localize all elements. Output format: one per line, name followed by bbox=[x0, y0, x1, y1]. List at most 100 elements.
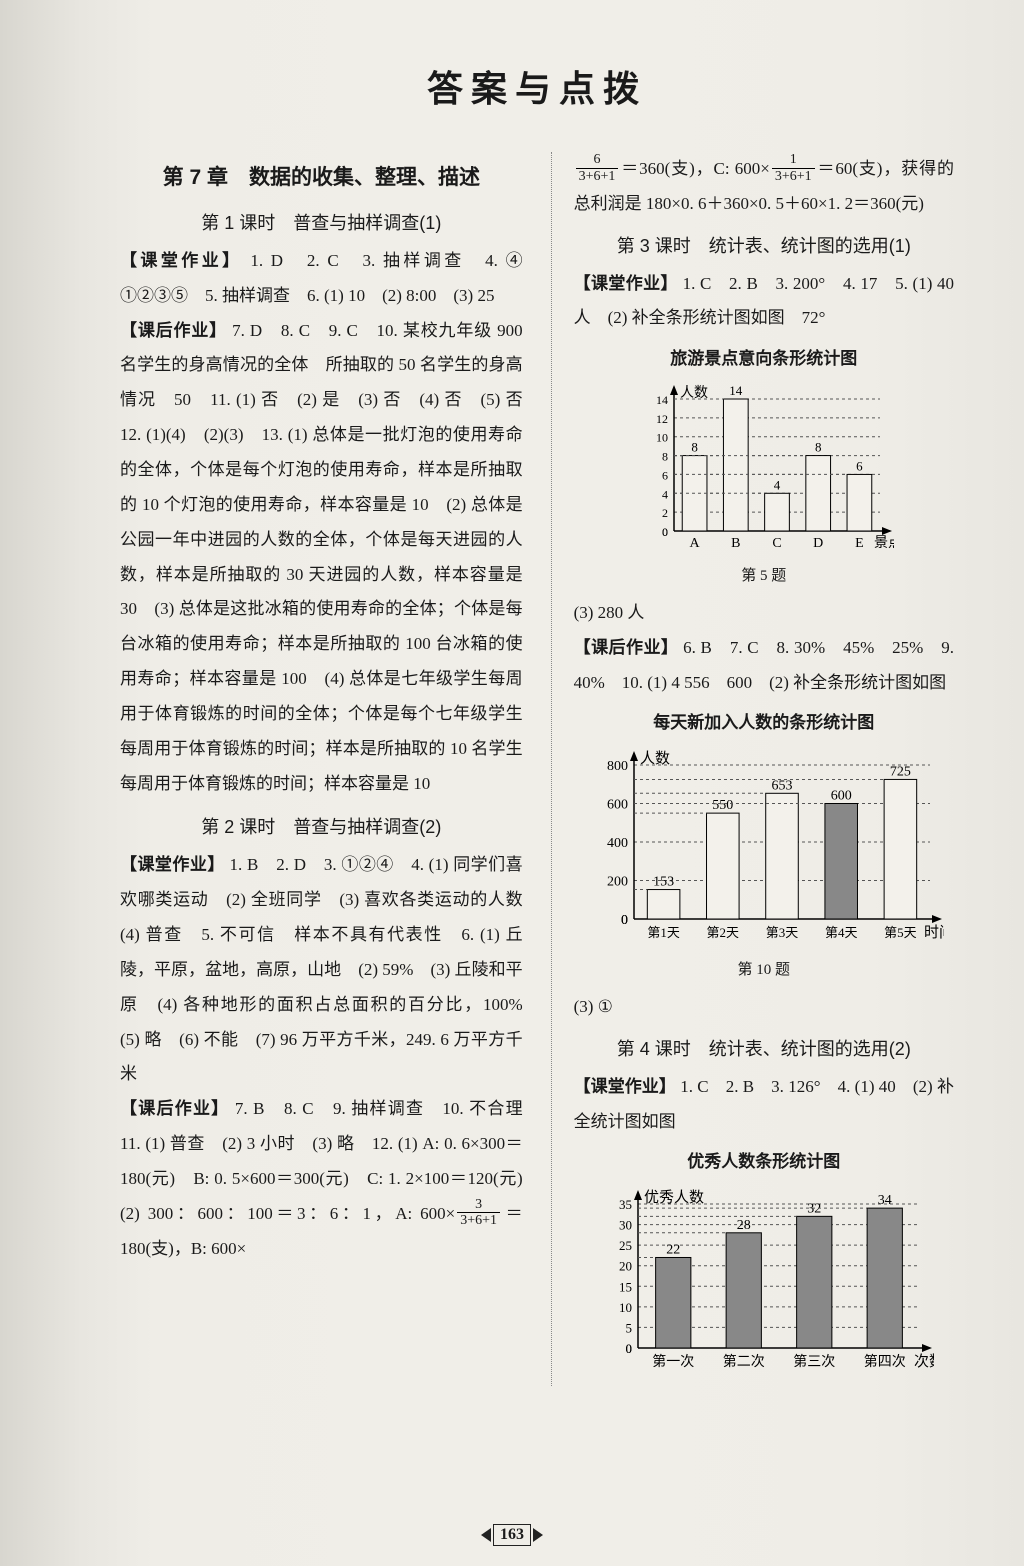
svg-text:时间: 时间 bbox=[924, 924, 944, 941]
lesson4-classwork: 【课堂作业】 1. C 2. B 3. 126° 4. (1) 40 (2) 补… bbox=[574, 1070, 954, 1140]
fraction-3: 13+6+1 bbox=[772, 152, 815, 184]
lesson3-title: 第 3 课时 统计表、统计图的选用(1) bbox=[574, 228, 954, 265]
svg-text:0: 0 bbox=[662, 525, 668, 539]
svg-text:第1天: 第1天 bbox=[647, 925, 680, 940]
page-number-badge: 163 bbox=[481, 1524, 543, 1546]
svg-text:2: 2 bbox=[662, 506, 668, 520]
chart-2: 每天新加入人数的条形统计图 0 200 400 600 800 人数时间 153 第1天 550… bbox=[574, 706, 954, 986]
svg-text:C: C bbox=[772, 536, 781, 551]
svg-text:6: 6 bbox=[856, 459, 863, 474]
svg-text:153: 153 bbox=[653, 875, 674, 890]
svg-text:10: 10 bbox=[656, 431, 668, 445]
svg-text:第四次: 第四次 bbox=[864, 1353, 906, 1370]
label-classwork-2: 【课堂作业】 bbox=[120, 855, 225, 874]
svg-text:第一次: 第一次 bbox=[652, 1353, 694, 1370]
chart-1: 旅游景点意向条形统计图 02468101214人数景点8A14B4C8D6E0 … bbox=[574, 342, 954, 592]
lesson2-classwork-text: 1. B 2. D 3. ①②④ 4. (1) 同学们喜欢哪类运动 (2) 全班… bbox=[120, 855, 540, 1083]
svg-text:725: 725 bbox=[890, 765, 911, 780]
svg-text:20: 20 bbox=[619, 1259, 632, 1274]
chart-3-title: 优秀人数条形统计图 bbox=[574, 1145, 954, 1180]
svg-text:第2天: 第2天 bbox=[706, 925, 739, 940]
svg-text:14: 14 bbox=[729, 383, 743, 398]
svg-text:第5天: 第5天 bbox=[884, 925, 917, 940]
svg-text:A: A bbox=[689, 536, 700, 551]
svg-text:6: 6 bbox=[662, 469, 668, 483]
lesson2-classwork: 【课堂作业】 1. B 2. D 3. ①②④ 4. (1) 同学们喜欢哪类运动… bbox=[120, 848, 523, 1092]
svg-text:5: 5 bbox=[625, 1321, 632, 1336]
svg-text:B: B bbox=[731, 536, 740, 551]
svg-text:E: E bbox=[855, 536, 864, 551]
svg-text:14: 14 bbox=[656, 393, 668, 407]
lesson2-title: 第 2 课时 普查与抽样调查(2) bbox=[120, 809, 523, 846]
svg-text:8: 8 bbox=[815, 440, 822, 455]
svg-text:12: 12 bbox=[656, 412, 668, 426]
chapter-title: 第 7 章 数据的收集、整理、描述 bbox=[120, 156, 523, 199]
svg-text:550: 550 bbox=[712, 798, 733, 813]
fraction-2: 63+6+1 bbox=[576, 152, 619, 184]
lesson1-classwork: 【课堂作业】 1. D 2. C 3. 抽样调查 4. ④ ①②③⑤ 5. 抽样… bbox=[120, 244, 523, 314]
page-number: 163 bbox=[0, 1524, 1024, 1546]
label-homework: 【课后作业】 bbox=[120, 321, 227, 340]
chart-1-caption: 第 5 题 bbox=[574, 561, 954, 592]
chart-2-caption: 第 10 题 bbox=[574, 955, 954, 986]
chart-3: 优秀人数条形统计图 0 5 10 15 20 25 30 35 优秀人数次数 22 第一次 28 第二次… bbox=[574, 1145, 954, 1382]
main-title: 答案与点拨 bbox=[120, 60, 954, 112]
lesson3-classwork: 【课堂作业】 1. C 2. B 3. 200° 4. 17 5. (1) 40… bbox=[574, 267, 954, 337]
chart-2-svg: 0 200 400 600 800 人数时间 153 第1天 550 第2天 653 第3天 600 第4… bbox=[584, 743, 944, 953]
label-classwork-4: 【课堂作业】 bbox=[574, 1077, 676, 1096]
svg-text:4: 4 bbox=[774, 477, 781, 492]
svg-text:30: 30 bbox=[619, 1218, 632, 1233]
svg-text:第二次: 第二次 bbox=[723, 1353, 765, 1370]
svg-text:第3天: 第3天 bbox=[766, 925, 799, 940]
svg-text:35: 35 bbox=[619, 1197, 632, 1212]
label-homework-3: 【课后作业】 bbox=[574, 638, 679, 657]
cont-b: ＝360(支)，C: 600× bbox=[620, 159, 769, 178]
page-root: 答案与点拨 第 7 章 数据的收集、整理、描述 第 1 课时 普查与抽样调查(1… bbox=[0, 0, 1024, 1566]
svg-text:D: D bbox=[813, 536, 823, 551]
chart-1-svg: 02468101214人数景点8A14B4C8D6E0 bbox=[634, 379, 894, 559]
svg-text:0: 0 bbox=[621, 913, 628, 928]
svg-text:10: 10 bbox=[619, 1300, 632, 1315]
chart-1-title: 旅游景点意向条形统计图 bbox=[574, 342, 954, 377]
fraction-1: 33+6+1 bbox=[457, 1197, 500, 1229]
svg-text:400: 400 bbox=[607, 836, 628, 851]
lesson1-title: 第 1 课时 普查与抽样调查(1) bbox=[120, 205, 523, 242]
svg-text:第三次: 第三次 bbox=[793, 1353, 835, 1370]
lesson4-title: 第 4 课时 统计表、统计图的选用(2) bbox=[574, 1031, 954, 1068]
svg-text:15: 15 bbox=[619, 1280, 632, 1295]
svg-text:25: 25 bbox=[619, 1238, 632, 1253]
lesson1-homework-text: 7. D 8. C 9. C 10. 某校九年级 900 名学生的身高情况的全体… bbox=[120, 321, 540, 793]
svg-text:8: 8 bbox=[691, 440, 698, 455]
svg-text:28: 28 bbox=[737, 1218, 751, 1233]
continuation: 63+6+1＝360(支)，C: 600×13+6+1＝60(支)，获得的总利润… bbox=[574, 152, 954, 222]
svg-text:人数: 人数 bbox=[640, 750, 670, 767]
svg-text:优秀人数: 优秀人数 bbox=[644, 1189, 704, 1206]
label-homework-2: 【课后作业】 bbox=[120, 1099, 229, 1118]
lesson2-homework: 【课后作业】 7. B 8. C 9. 抽样调查 10. 不合理 11. (1)… bbox=[120, 1092, 523, 1266]
svg-text:0: 0 bbox=[625, 1341, 632, 1356]
svg-text:34: 34 bbox=[878, 1193, 892, 1208]
right-column: 63+6+1＝360(支)，C: 600×13+6+1＝60(支)，获得的总利润… bbox=[551, 152, 954, 1386]
svg-text:32: 32 bbox=[807, 1202, 821, 1217]
svg-text:第4天: 第4天 bbox=[825, 925, 858, 940]
label-classwork-3: 【课堂作业】 bbox=[574, 274, 678, 293]
svg-text:8: 8 bbox=[662, 450, 668, 464]
label-classwork: 【课堂作业】 bbox=[120, 251, 243, 270]
svg-text:600: 600 bbox=[607, 798, 628, 813]
svg-text:200: 200 bbox=[607, 875, 628, 890]
svg-text:22: 22 bbox=[666, 1243, 680, 1258]
columns: 第 7 章 数据的收集、整理、描述 第 1 课时 普查与抽样调查(1) 【课堂作… bbox=[120, 152, 954, 1386]
chart-2-title: 每天新加入人数的条形统计图 bbox=[574, 706, 954, 741]
svg-text:4: 4 bbox=[662, 487, 668, 501]
svg-text:653: 653 bbox=[771, 779, 792, 794]
chart-3-svg: 0 5 10 15 20 25 30 35 优秀人数次数 22 第一次 28 第二次 32 第三次 34 第四次… bbox=[594, 1182, 934, 1382]
lesson3-homework: 【课后作业】 6. B 7. C 8. 30% 45% 25% 9. 40% 1… bbox=[574, 631, 954, 701]
left-column: 第 7 章 数据的收集、整理、描述 第 1 课时 普查与抽样调查(1) 【课堂作… bbox=[120, 152, 523, 1386]
lesson3-classwork-tail: (3) 280 人 bbox=[574, 596, 954, 631]
svg-text:600: 600 bbox=[830, 789, 851, 804]
lesson3-homework-tail: (3) ① bbox=[574, 990, 954, 1025]
svg-text:景点: 景点 bbox=[874, 535, 894, 551]
svg-text:800: 800 bbox=[607, 759, 628, 774]
svg-text:次数: 次数 bbox=[914, 1353, 934, 1370]
lesson1-homework: 【课后作业】 7. D 8. C 9. C 10. 某校九年级 900 名学生的… bbox=[120, 314, 523, 802]
